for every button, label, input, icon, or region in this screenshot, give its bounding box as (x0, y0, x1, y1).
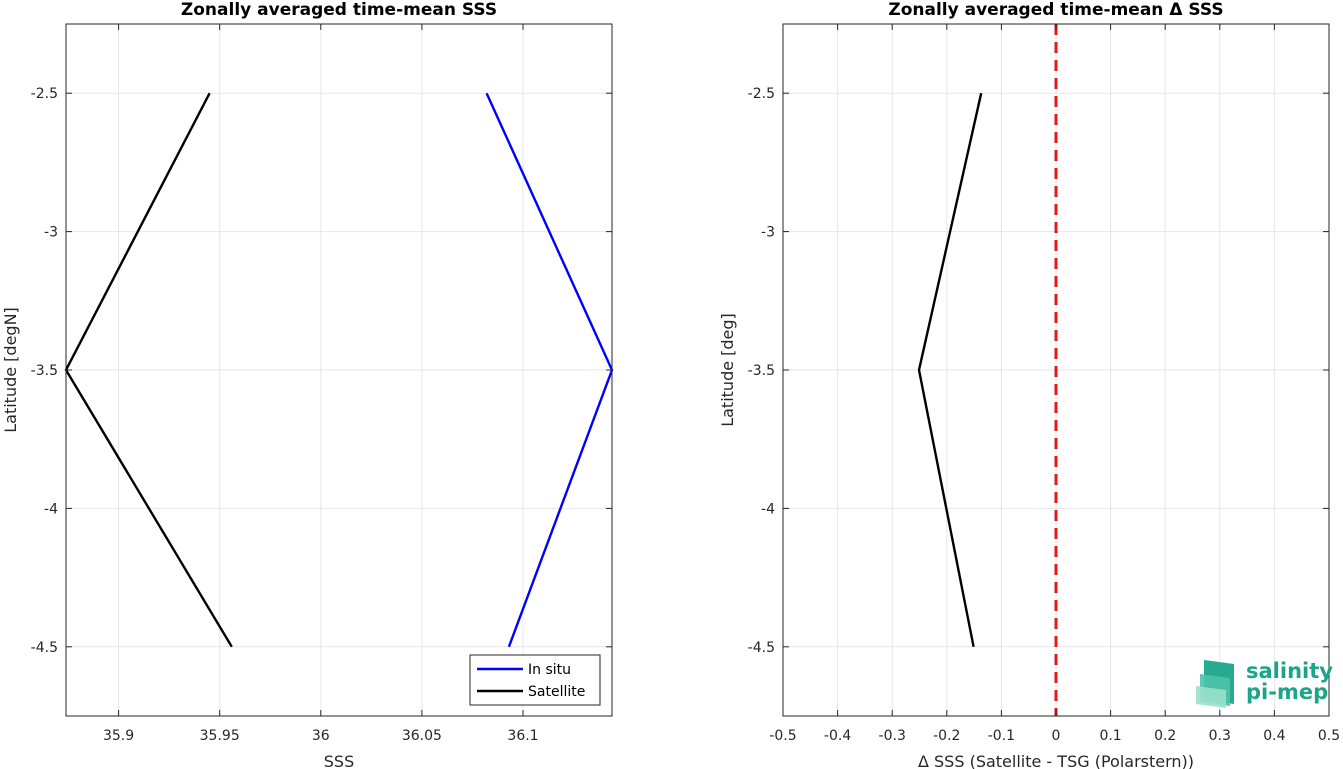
sss-panel: 35.9 35.95 36 36.05 36.1 -4.5 -4 -3.5 -3 -2.5 Zona… (1, 0, 614, 769)
x-tick-label: 0.2 (1154, 728, 1176, 744)
delta-sss-panel: -0.5 -0.4 -0.3 -0.2 -0.1 0 0.1 0.2 0.3 0.4 0.5 -4.5… (718, 0, 1340, 769)
y-tick-label: -2.5 (31, 86, 58, 102)
x-tick-label: 0 (1052, 728, 1061, 744)
y-tick-label: -4 (761, 501, 775, 517)
y-tick-label: -3 (44, 225, 58, 241)
x-tick-label: -0.5 (769, 728, 796, 744)
chart-title: Zonally averaged time-mean Δ SSS (888, 0, 1223, 20)
x-tick-label: 35.9 (103, 728, 134, 744)
legend: In situ Satellite (469, 654, 601, 706)
y-tick-label: -2.5 (748, 86, 775, 102)
chart-title: Zonally averaged time-mean SSS (181, 0, 497, 20)
x-tick-label: 0.4 (1263, 728, 1285, 744)
y-tick-label: -4 (44, 501, 58, 517)
y-axis-label: Latitude [deg] (718, 313, 737, 427)
legend-label: In situ (528, 662, 571, 678)
x-tick-label: -0.3 (879, 728, 906, 744)
y-tick-label: -4.5 (748, 640, 775, 656)
y-tick-label: -3 (761, 225, 775, 241)
x-axis-label: Δ SSS (Satellite - TSG (Polarstern)) (918, 752, 1194, 769)
logo-line-salinity: salinity (1246, 659, 1333, 683)
y-tick-label: -4.5 (31, 640, 58, 656)
x-tick-label: -0.4 (824, 728, 851, 744)
x-tick-label: 0.1 (1099, 728, 1121, 744)
x-tick-label: 36.05 (402, 728, 442, 744)
legend-box (469, 654, 601, 706)
x-tick-label: 35.95 (200, 728, 240, 744)
x-axis-label: SSS (324, 752, 354, 769)
series-line-0 (917, 92, 983, 648)
x-tick-label: -0.1 (988, 728, 1015, 744)
y-tick-label: -3.5 (748, 363, 775, 379)
legend-label: Satellite (528, 684, 585, 700)
x-tick-label: -0.2 (933, 728, 960, 744)
x-tick-label: 36 (312, 728, 330, 744)
x-tick-label: 0.5 (1318, 728, 1340, 744)
logo-line-pi-mep: pi-mep (1246, 680, 1328, 704)
x-tick-label: 0.3 (1209, 728, 1231, 744)
logo-wave-front (1196, 686, 1226, 708)
y-axis-label: Latitude [degN] (1, 307, 20, 433)
x-tick-label: 36.1 (507, 728, 538, 744)
y-tick-label: -3.5 (31, 363, 58, 379)
